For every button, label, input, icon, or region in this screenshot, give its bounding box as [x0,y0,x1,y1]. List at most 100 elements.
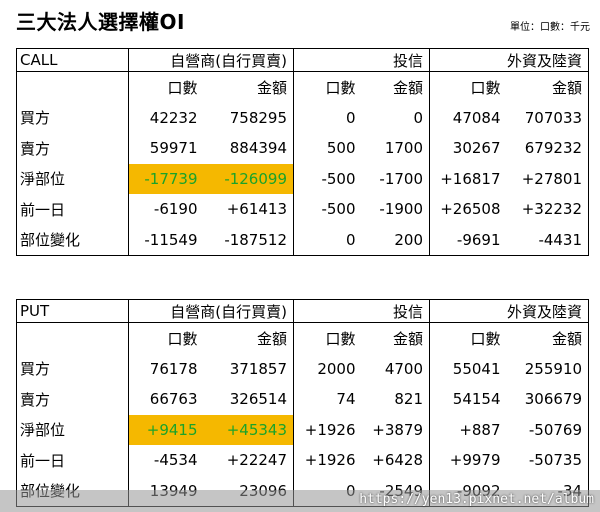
table-cell: 326514 [203,384,294,415]
row-label: 淨部位 [16,414,129,445]
table-cell: 821 [361,384,431,415]
call-subheader-cell: 金額 [361,71,431,103]
table-cell: 0 [293,224,362,256]
call-oi-table: CALL 自營商(自行買賣) 投信 外資及陸資 口數 金額 口數 金額 口數 金… [16,48,590,256]
table-cell: -4534 [128,445,204,476]
row-label: 部位變化 [16,224,129,256]
table-cell: 76178 [128,353,204,384]
put-subheader-cell: 金額 [203,322,294,354]
put-group-foreign: 外資及陸資 [429,299,590,323]
put-row-net: 淨部位 +9415 +45343 +1926 +3879 +887 -50769 [16,414,590,445]
table-cell: +6428 [361,445,431,476]
row-label: 買方 [16,102,129,133]
table-cell: 371857 [203,353,294,384]
table-cell: 47084 [429,102,507,133]
table-cell: -500 [293,163,362,194]
put-oi-table: PUT 自營商(自行買賣) 投信 外資及陸資 口數 金額 口數 金額 口數 金額… [16,299,590,507]
table-cell: 66763 [128,384,204,415]
put-group-dealer: 自營商(自行買賣) [128,299,294,323]
table-cell: +1926 [293,414,362,445]
page-title: 三大法人選擇權OI [16,10,185,34]
call-row-net: 淨部位 -17739 -126099 -500 -1700 +16817 +27… [16,163,590,194]
call-subheader-cell: 口數 [128,71,204,103]
table-cell: 4700 [361,353,431,384]
highlighted-cell: +45343 [203,414,294,445]
table-cell: 707033 [506,102,590,133]
call-subheader-row: 口數 金額 口數 金額 口數 金額 [16,71,590,103]
table-cell: 306679 [506,384,590,415]
watermark-text: https://yen13.pixnet.net/album [359,492,594,507]
table-cell: -9691 [429,224,507,256]
table-cell: -500 [293,194,362,225]
table-cell: 758295 [203,102,294,133]
call-table-label: CALL [16,48,129,72]
table-cell: +32232 [506,194,590,225]
put-subheader-row: 口數 金額 口數 金額 口數 金額 [16,322,590,354]
table-cell: +1926 [293,445,362,476]
highlighted-cell: -126099 [203,163,294,194]
table-cell: 255910 [506,353,590,384]
row-label: 買方 [16,353,129,384]
table-cell: +9979 [429,445,507,476]
call-subheader-blank [16,71,129,103]
row-label: 淨部位 [16,163,129,194]
table-cell: +26508 [429,194,507,225]
table-cell: 0 [293,102,362,133]
put-subheader-cell: 金額 [361,322,431,354]
table-cell: -187512 [203,224,294,256]
table-cell: 500 [293,133,362,164]
put-row-prev-day: 前一日 -4534 +22247 +1926 +6428 +9979 -5073… [16,445,590,476]
call-group-foreign: 外資及陸資 [429,48,590,72]
table-cell: 54154 [429,384,507,415]
table-cell: -50769 [506,414,590,445]
highlighted-cell: -17739 [128,163,204,194]
put-row-sell: 賣方 66763 326514 74 821 54154 306679 [16,384,590,415]
table-cell: -11549 [128,224,204,256]
table-cell: 679232 [506,133,590,164]
highlighted-cell: +9415 [128,414,204,445]
call-group-header-row: CALL 自營商(自行買賣) 投信 外資及陸資 [16,48,590,72]
call-row-sell: 賣方 59971 884394 500 1700 30267 679232 [16,133,590,164]
table-cell: -6190 [128,194,204,225]
put-subheader-blank [16,322,129,354]
table-cell: 30267 [429,133,507,164]
table-cell: 200 [361,224,431,256]
table-cell: 2000 [293,353,362,384]
row-label: 前一日 [16,445,129,476]
row-label: 賣方 [16,384,129,415]
watermark-bar [0,490,600,512]
call-subheader-cell: 口數 [293,71,362,103]
put-subheader-cell: 口數 [293,322,362,354]
table-cell: -1900 [361,194,431,225]
row-label: 賣方 [16,133,129,164]
table-cell: +22247 [203,445,294,476]
table-cell: 42232 [128,102,204,133]
call-group-trust: 投信 [292,48,431,72]
call-subheader-cell: 口數 [429,71,507,103]
table-cell: +3879 [361,414,431,445]
table-cell: +16817 [429,163,507,194]
table-cell: -50735 [506,445,590,476]
table-cell: +61413 [203,194,294,225]
put-table-label: PUT [16,299,129,323]
call-group-dealer: 自營商(自行買賣) [128,48,294,72]
call-row-prev-day: 前一日 -6190 +61413 -500 -1900 +26508 +3223… [16,194,590,225]
table-cell: -1700 [361,163,431,194]
table-cell: 59971 [128,133,204,164]
row-label: 前一日 [16,194,129,225]
table-cell: 0 [361,102,431,133]
call-subheader-cell: 金額 [506,71,590,103]
table-cell: 55041 [429,353,507,384]
table-cell: -4431 [506,224,590,256]
put-subheader-cell: 金額 [506,322,590,354]
unit-note: 單位：口數：千元 [510,22,590,33]
table-cell: 74 [293,384,362,415]
call-row-buy: 買方 42232 758295 0 0 47084 707033 [16,102,590,133]
put-subheader-cell: 口數 [429,322,507,354]
table-cell: +27801 [506,163,590,194]
put-row-buy: 買方 76178 371857 2000 4700 55041 255910 [16,353,590,384]
put-group-trust: 投信 [292,299,431,323]
table-cell: +887 [429,414,507,445]
table-cell: 884394 [203,133,294,164]
put-group-header-row: PUT 自營商(自行買賣) 投信 外資及陸資 [16,299,590,323]
